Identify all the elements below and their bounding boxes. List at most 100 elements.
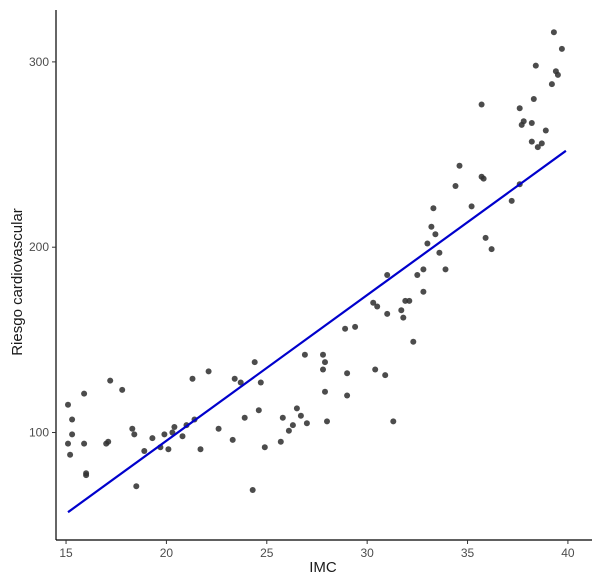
- data-point: [420, 266, 427, 273]
- data-point: [205, 368, 212, 375]
- data-point: [297, 412, 304, 419]
- data-point: [197, 446, 204, 453]
- data-point: [420, 288, 427, 295]
- data-point: [289, 422, 296, 429]
- regression-line: [67, 149, 567, 514]
- data-point: [251, 359, 258, 366]
- data-point: [456, 162, 463, 169]
- data-point: [414, 272, 421, 278]
- data-point: [558, 45, 565, 52]
- data-point: [257, 379, 264, 386]
- data-point: [432, 231, 439, 238]
- data-point: [324, 418, 330, 425]
- data-point: [400, 314, 407, 321]
- data-point: [530, 96, 537, 102]
- y-axis-title: Riesgo cardiovascular: [9, 208, 26, 356]
- data-point: [532, 62, 539, 69]
- data-point: [542, 127, 549, 134]
- data-point: [322, 388, 328, 395]
- data-point: [320, 366, 326, 373]
- data-point: [370, 299, 377, 306]
- data-point: [482, 234, 489, 241]
- data-point: [69, 431, 76, 438]
- data-point: [215, 425, 222, 432]
- data-point: [241, 414, 248, 421]
- data-point: [133, 483, 140, 490]
- y-ticks: 100 200 300: [29, 55, 56, 440]
- data-point: [119, 386, 126, 393]
- data-point: [67, 451, 74, 458]
- data-point: [161, 431, 168, 438]
- data-point: [424, 240, 431, 247]
- data-point: [538, 140, 545, 147]
- data-point: [554, 71, 561, 78]
- data-point: [249, 487, 256, 493]
- data-point: [322, 359, 328, 366]
- data-point: [342, 325, 349, 332]
- data-point: [520, 118, 527, 125]
- data-point: [107, 377, 114, 384]
- data-point: [382, 372, 389, 379]
- x-tick-label: 15: [59, 546, 73, 560]
- data-point: [374, 303, 381, 310]
- data-point: [468, 203, 475, 210]
- points-layer: [65, 29, 565, 493]
- y-tick-label: 100: [29, 426, 49, 440]
- data-point: [277, 438, 284, 445]
- data-point: [279, 414, 286, 421]
- x-ticks: 15 20 25 30 35 40: [59, 540, 575, 560]
- data-point: [320, 351, 326, 358]
- data-point: [179, 433, 186, 440]
- data-point: [105, 438, 112, 445]
- data-point: [488, 246, 495, 253]
- data-point: [480, 175, 487, 182]
- data-point: [165, 446, 172, 453]
- data-point: [384, 272, 391, 278]
- data-point: [81, 390, 88, 397]
- data-point: [69, 416, 76, 423]
- data-point: [65, 440, 71, 447]
- data-point: [398, 307, 405, 314]
- data-point: [430, 205, 437, 212]
- data-point: [81, 440, 88, 447]
- data-point: [534, 144, 541, 151]
- data-point: [301, 351, 308, 358]
- x-tick-label: 20: [160, 546, 174, 560]
- data-point: [428, 223, 435, 230]
- data-point: [255, 407, 262, 414]
- x-tick-label: 30: [360, 546, 374, 560]
- data-point: [384, 310, 391, 317]
- data-point: [129, 425, 136, 432]
- data-point: [508, 197, 515, 204]
- y-tick-label: 300: [29, 55, 49, 69]
- data-point: [548, 81, 555, 88]
- data-point: [229, 436, 236, 443]
- data-point: [261, 444, 268, 451]
- data-point: [406, 297, 413, 304]
- data-point: [344, 392, 351, 399]
- data-point: [171, 424, 178, 430]
- data-point: [390, 418, 397, 425]
- x-axis-title: IMC: [309, 559, 337, 576]
- x-tick-label: 25: [260, 546, 274, 560]
- data-point: [436, 249, 443, 256]
- data-point: [285, 427, 292, 434]
- fit-line-layer: [67, 149, 567, 514]
- data-point: [410, 338, 417, 345]
- data-point: [516, 105, 523, 112]
- data-point: [442, 266, 449, 273]
- data-point: [83, 472, 90, 479]
- y-tick-label: 200: [29, 240, 49, 254]
- data-point: [372, 366, 379, 373]
- data-point: [528, 138, 535, 145]
- data-point: [478, 101, 485, 108]
- x-tick-label: 35: [461, 546, 475, 560]
- data-point: [131, 431, 138, 438]
- data-point: [293, 405, 300, 412]
- data-point: [237, 379, 244, 386]
- x-tick-label: 40: [561, 546, 575, 560]
- data-point: [189, 375, 196, 382]
- data-point: [452, 183, 459, 189]
- data-point: [344, 370, 351, 377]
